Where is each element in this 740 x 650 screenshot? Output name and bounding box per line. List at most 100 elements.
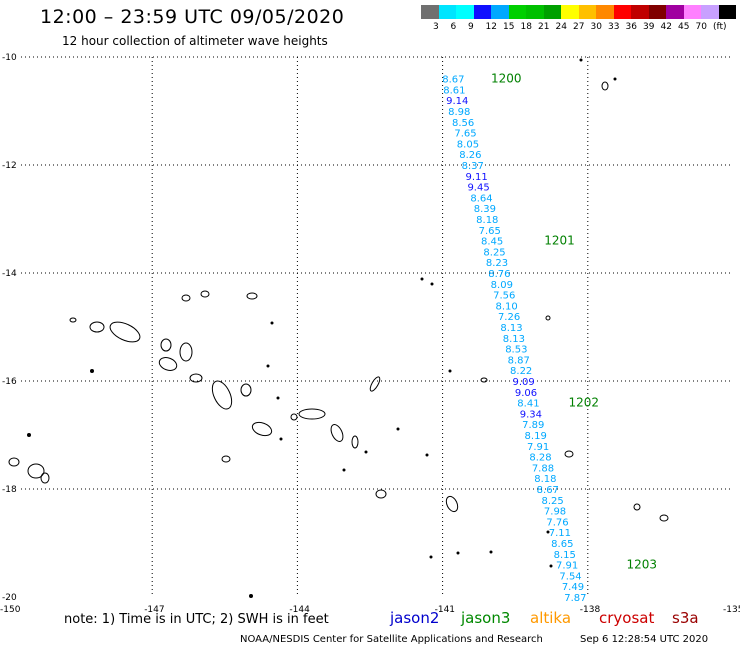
wave-height-value: 8.45 xyxy=(481,237,503,248)
legend-label: 27 xyxy=(573,22,585,32)
map-grid xyxy=(21,56,733,597)
wave-height-value: 8.25 xyxy=(483,247,505,258)
legend-label: 33 xyxy=(608,22,620,32)
island-outline xyxy=(221,455,231,463)
legend-label: 24 xyxy=(555,22,567,32)
island-outline xyxy=(420,277,424,281)
island-outline xyxy=(659,514,669,522)
wave-height-value: 8.23 xyxy=(486,258,508,269)
wave-height-value: 8.53 xyxy=(505,345,527,356)
wave-height-value: 8.67 xyxy=(442,75,464,86)
island-outlines xyxy=(8,58,669,598)
island-outline xyxy=(69,317,77,323)
wave-height-value: 7.91 xyxy=(556,561,578,572)
color-scale-legend xyxy=(421,5,736,19)
island-outline xyxy=(90,369,94,373)
wave-height-labels: 8.678.619.148.988.567.658.058.268.379.11… xyxy=(442,75,586,604)
island-outline xyxy=(240,383,252,397)
legend-label: 30 xyxy=(590,22,602,32)
island-outline xyxy=(364,450,368,454)
legend-swatch xyxy=(718,5,736,19)
island-outline xyxy=(342,468,346,472)
island-outline xyxy=(579,58,583,62)
wave-height-value: 8.39 xyxy=(474,204,496,215)
legend-swatch xyxy=(683,5,701,19)
legend-swatch xyxy=(578,5,596,19)
wave-height-value: 9.34 xyxy=(520,409,542,420)
island-outline xyxy=(448,369,452,373)
x-tick-label: -141 xyxy=(435,605,455,615)
axis-ticks: -150 -147 -144 -141 -138 -135 -10 -12 -14 -16 -18 -… xyxy=(0,53,740,615)
legend-label: (ft) xyxy=(713,22,727,32)
time-labels: 1200 1201 1202 1203 xyxy=(491,72,657,572)
time-label: 1203 xyxy=(627,558,658,572)
satellite-label: jason3 xyxy=(461,609,511,627)
satellite-label: s3a xyxy=(672,609,699,627)
island-outline xyxy=(351,435,359,449)
time-label: 1200 xyxy=(491,72,522,86)
time-label: 1201 xyxy=(544,234,575,248)
island-outline xyxy=(40,472,50,484)
wave-height-value: 7.54 xyxy=(559,571,581,582)
legend-label: 15 xyxy=(503,22,515,32)
legend-swatch xyxy=(701,5,719,19)
x-tick-label: -147 xyxy=(144,605,164,615)
island-outline xyxy=(211,380,233,410)
island-outline xyxy=(27,463,45,479)
island-outline xyxy=(290,413,298,421)
y-tick-label: -18 xyxy=(2,485,17,495)
island-outline xyxy=(425,453,429,457)
wave-height-value: 7.89 xyxy=(522,420,544,431)
legend-swatch xyxy=(648,5,666,19)
y-tick-label: -10 xyxy=(2,53,17,63)
wave-height-value: 7.88 xyxy=(532,463,554,474)
satellite-label: altika xyxy=(530,609,572,627)
wave-height-value: 9.06 xyxy=(515,388,537,399)
wave-height-value: 8.18 xyxy=(476,215,498,226)
wave-height-value: 8.09 xyxy=(491,280,513,291)
wave-height-value: 8.61 xyxy=(443,85,465,96)
generated-timestamp: Sep 6 12:28:54 UTC 2020 xyxy=(580,634,709,645)
legend-swatch xyxy=(543,5,561,19)
island-outline xyxy=(181,294,191,302)
island-outline xyxy=(266,364,270,368)
y-tick-label: -12 xyxy=(2,161,17,171)
legend-swatch xyxy=(421,5,439,19)
legend-swatch xyxy=(456,5,474,19)
island-outline xyxy=(200,290,210,298)
island-outline xyxy=(549,564,553,568)
legend-label: 36 xyxy=(625,22,637,32)
x-tick-label: -144 xyxy=(289,605,310,615)
island-outline xyxy=(179,342,193,362)
wave-height-value: 8.13 xyxy=(503,334,525,345)
wave-height-value: 8.41 xyxy=(517,399,539,410)
island-outline xyxy=(109,321,141,343)
island-outline xyxy=(369,376,381,392)
wave-height-value: 7.49 xyxy=(562,582,584,593)
legend-swatch xyxy=(438,5,456,19)
time-label: 1202 xyxy=(568,396,599,410)
y-tick-label: -20 xyxy=(2,593,17,603)
wave-height-value: 8.13 xyxy=(500,323,522,334)
legend-label: 39 xyxy=(643,22,655,32)
legend-swatch xyxy=(473,5,491,19)
wave-height-value: 7.11 xyxy=(549,528,571,539)
legend-swatch xyxy=(613,5,631,19)
island-outline xyxy=(633,503,641,511)
wave-height-value: 8.37 xyxy=(462,161,484,172)
y-tick-label: -16 xyxy=(2,377,17,387)
island-outline xyxy=(545,315,551,321)
wave-height-value: 7.65 xyxy=(479,226,501,237)
legend-swatch xyxy=(526,5,544,19)
wave-height-value: 9.09 xyxy=(512,377,534,388)
wave-height-value: 8.76 xyxy=(488,269,510,280)
wave-height-value: 7.65 xyxy=(454,129,476,140)
wave-height-value: 8.10 xyxy=(496,301,518,312)
island-outline xyxy=(158,357,178,371)
legend-swatch xyxy=(508,5,526,19)
island-outline xyxy=(613,77,617,81)
island-outline xyxy=(480,377,488,383)
map-title: 12:00 – 23:59 UTC 09/05/2020 xyxy=(40,6,345,28)
legend-label: 18 xyxy=(520,22,532,32)
island-outline xyxy=(330,424,344,442)
